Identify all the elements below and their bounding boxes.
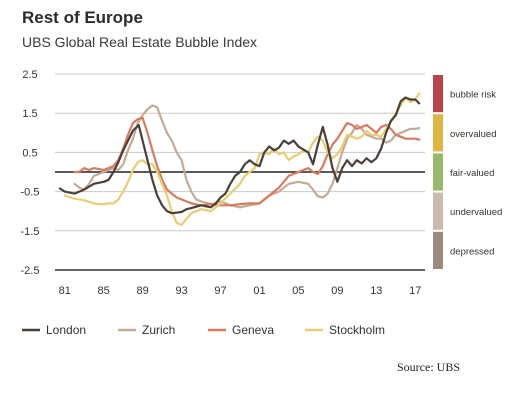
x-tick-label: 01 bbox=[253, 285, 265, 297]
chart-subtitle: UBS Global Real Estate Bubble Index bbox=[22, 34, 258, 50]
zone-label: bubble risk bbox=[450, 90, 496, 101]
source-note: Source: UBS bbox=[397, 360, 460, 374]
legend-label-geneva: Geneva bbox=[232, 323, 274, 337]
x-tick-label: 97 bbox=[214, 285, 226, 297]
x-tick-label: 13 bbox=[370, 285, 382, 297]
series-line-stockholm bbox=[63, 92, 421, 226]
zone-bar-depressed bbox=[433, 231, 443, 269]
legend-label-zurich: Zurich bbox=[142, 323, 175, 337]
zone-bar-fair-valued bbox=[433, 153, 443, 191]
series-line-zurich bbox=[73, 104, 421, 209]
y-axis-tick-labels: 2.5 1.5 0.5 -0.5 -1.5 -2.5 bbox=[21, 69, 40, 277]
legend: London Zurich Geneva Stockholm bbox=[22, 323, 385, 337]
x-tick-label: 89 bbox=[137, 285, 149, 297]
legend-label-london: London bbox=[46, 323, 86, 337]
zone-bar-bubble-risk bbox=[433, 75, 443, 113]
zone-label: undervalued bbox=[450, 207, 502, 218]
x-tick-label: 93 bbox=[175, 285, 187, 297]
zone-label: depressed bbox=[450, 246, 494, 257]
x-axis-tick-labels: 81 85 89 93 97 01 05 09 13 17 bbox=[59, 285, 422, 297]
x-tick-label: 81 bbox=[59, 285, 71, 297]
y-tick-label: 0.5 bbox=[22, 147, 37, 159]
x-tick-label: 05 bbox=[292, 285, 304, 297]
y-tick-label: -2.5 bbox=[21, 265, 40, 277]
series-lines bbox=[58, 92, 421, 226]
zone-bar-overvalued bbox=[433, 114, 443, 152]
y-tick-label: 1.5 bbox=[22, 108, 37, 120]
zone-label: fair-valued bbox=[450, 168, 494, 179]
y-tick-label: -1.5 bbox=[21, 226, 40, 238]
x-tick-label: 17 bbox=[409, 285, 421, 297]
series-line-london bbox=[58, 96, 421, 215]
y-tick-label: -0.5 bbox=[21, 187, 40, 199]
y-tick-label: 2.5 bbox=[22, 69, 37, 81]
chart-title: Rest of Europe bbox=[22, 8, 143, 27]
zone-label: overvalued bbox=[450, 129, 496, 140]
zone-bar-undervalued bbox=[433, 192, 443, 230]
x-tick-label: 85 bbox=[98, 285, 110, 297]
valuation-zones: bubble risk overvalued fair-valued underval… bbox=[433, 75, 502, 269]
series-line-geneva bbox=[73, 116, 421, 207]
x-tick-label: 09 bbox=[331, 285, 343, 297]
legend-label-stockholm: Stockholm bbox=[329, 323, 385, 337]
